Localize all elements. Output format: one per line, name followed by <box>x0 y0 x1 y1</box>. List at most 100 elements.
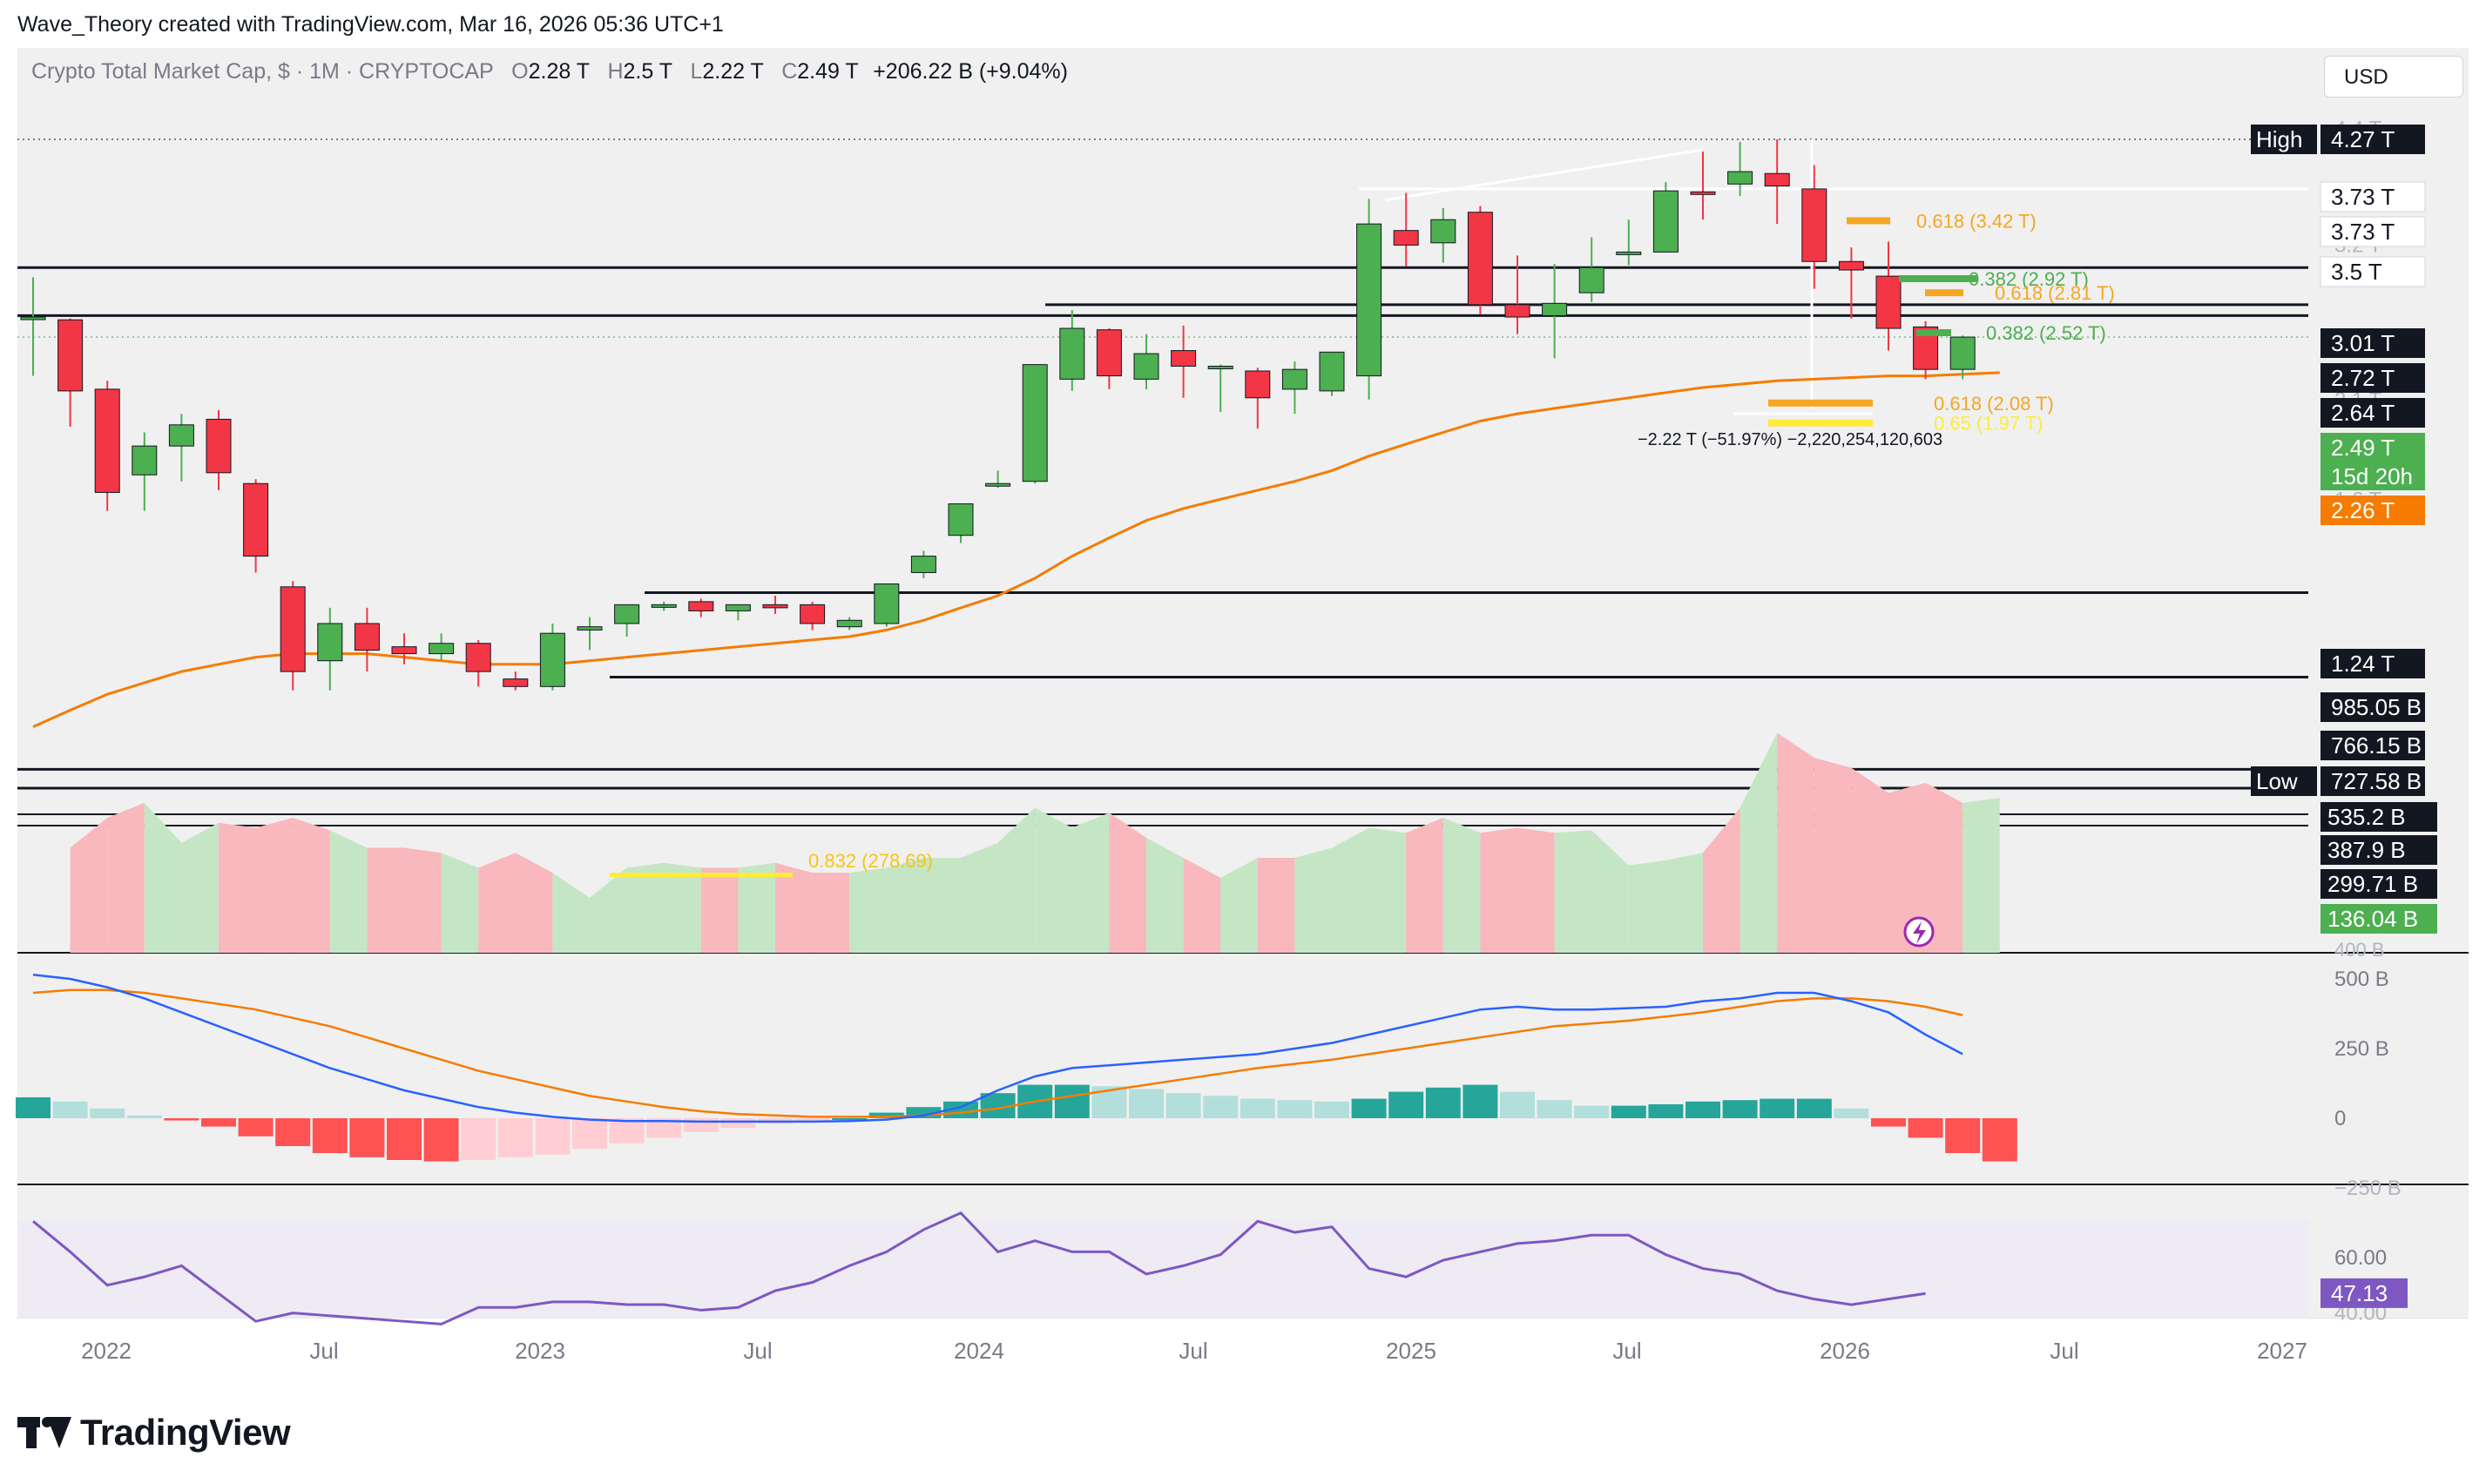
macd-histogram-bar <box>535 1118 571 1155</box>
fib-marker <box>1768 419 1873 427</box>
price-label: 1.24 T <box>2331 651 2395 677</box>
volume-area <box>1665 853 1703 953</box>
candle-body <box>1838 260 1864 271</box>
rsi-value-label: 47.13 <box>2331 1280 2388 1306</box>
macd-histogram-bar <box>832 1118 868 1120</box>
candle-body <box>1133 353 1159 380</box>
legend-high: 2.5 T <box>623 59 672 84</box>
time-axis-tick: 2025 <box>1386 1338 1436 1364</box>
rsi-axis-tick: 60.00 <box>2334 1246 2387 1270</box>
fib-marker <box>1847 217 1890 225</box>
candle-body <box>429 643 455 655</box>
volume-area <box>700 867 739 953</box>
volume-area <box>478 853 516 953</box>
macd-histogram-bar <box>164 1118 199 1121</box>
candle-body <box>20 316 46 320</box>
macd-axis-tick: 0 <box>2334 1107 2346 1130</box>
volume-area <box>775 862 813 953</box>
lightning-bolt-icon <box>1913 921 1926 944</box>
volume-area <box>849 867 887 953</box>
macd-signal-line <box>32 988 1963 1118</box>
macd-histogram-bar <box>1351 1098 1387 1118</box>
fib-marker <box>1899 274 1977 282</box>
macd-histogram-bar <box>1945 1118 1981 1153</box>
candle-body <box>762 604 788 609</box>
legend-high-label: H <box>607 59 624 84</box>
candle-body <box>1578 266 1604 293</box>
price-label: 3.5 T <box>2331 259 2382 285</box>
candle-body <box>1467 212 1493 306</box>
currency-button[interactable]: USD <box>2324 56 2463 98</box>
candle-body <box>1949 336 1976 370</box>
macd-histogram-bar <box>387 1118 422 1160</box>
price-label-bg <box>2320 398 2425 428</box>
tradingview-logo[interactable]: TradingView <box>17 1411 291 1454</box>
macd-histogram-bar <box>1500 1091 1535 1118</box>
price-label-prefix-bg <box>2251 766 2317 796</box>
candle-body <box>577 626 603 631</box>
volume-area <box>515 853 553 953</box>
candle-body <box>243 482 269 557</box>
candle-body <box>1875 275 1902 329</box>
legend-low: 2.22 T <box>702 59 764 84</box>
volume-area <box>1368 827 1407 953</box>
price-label: 766.15 B <box>2331 732 2422 759</box>
volume-axis-bottom: 400 B <box>2334 939 2385 961</box>
candle-body <box>1319 351 1345 392</box>
symbol-legend: Crypto Total Market Cap, $ · 1M · CRYPTO… <box>31 59 1068 84</box>
measure-label: −2.22 T (−51.97%) −2,220,254,120,603 <box>1638 430 1942 449</box>
volume-area <box>293 818 330 953</box>
macd-histogram-bar <box>1611 1105 1646 1118</box>
volume-area <box>626 862 665 953</box>
candle-body <box>1096 329 1122 377</box>
volume-area <box>1888 782 1926 953</box>
volume-fib-label: 0.832 (278.69) <box>808 850 933 872</box>
macd-histogram-bar <box>312 1118 348 1153</box>
macd-histogram-bar <box>1203 1096 1239 1118</box>
price-label: 2.26 T <box>2331 497 2395 523</box>
volume-area <box>1035 807 1072 953</box>
candle-body <box>1393 230 1419 246</box>
macd-histogram-bar <box>90 1108 125 1118</box>
macd-histogram-bar <box>1054 1084 1090 1118</box>
volume-label-bg <box>2320 835 2437 865</box>
price-label-prefix: Low <box>2256 768 2298 794</box>
volume-area <box>997 807 1036 953</box>
volume-area <box>812 873 850 953</box>
volume-area <box>1146 838 1184 953</box>
macd-histogram-bar <box>794 1118 830 1122</box>
volume-area <box>664 862 701 953</box>
candle-body <box>874 583 900 624</box>
candle-body <box>1727 171 1753 185</box>
legend-open: 2.28 T <box>528 59 590 84</box>
volume-area <box>1406 818 1443 953</box>
fib-marker <box>1925 289 1963 297</box>
volume-area <box>738 862 775 953</box>
volume-area <box>1814 758 1852 953</box>
macd-axis-tick: −250 B <box>2334 1177 2402 1200</box>
macd-histogram-bar <box>238 1118 274 1137</box>
macd-histogram-bar <box>126 1115 162 1118</box>
volume-area <box>1517 827 1555 953</box>
macd-histogram-bar <box>646 1118 682 1138</box>
time-axis-tick: 2023 <box>515 1338 565 1364</box>
candle-body <box>614 604 640 624</box>
macd-histogram-bar <box>1240 1098 1275 1118</box>
candle-body <box>1281 368 1307 390</box>
legend-open-label: O <box>511 59 529 84</box>
legend-change: +206.22 B (+9.04%) <box>873 59 1068 84</box>
price-label-prefix-bg <box>2251 125 2317 154</box>
candle-body <box>317 623 343 662</box>
price-label-prefix: High <box>2256 126 2302 152</box>
legend-symbol: Crypto Total Market Cap, $ · 1M · CRYPTO… <box>31 59 494 84</box>
macd-histogram-bar <box>1165 1093 1201 1118</box>
candle-body <box>1245 370 1271 399</box>
volume-area <box>1332 827 1369 953</box>
volume-label: 136.04 B <box>2327 906 2418 932</box>
fib-marker <box>1916 329 1951 337</box>
price-label: 985.05 B <box>2331 694 2422 720</box>
volume-area <box>1740 732 1778 953</box>
time-axis-tick: 2024 <box>954 1338 1004 1364</box>
time-axis-tick: Jul <box>743 1338 772 1364</box>
